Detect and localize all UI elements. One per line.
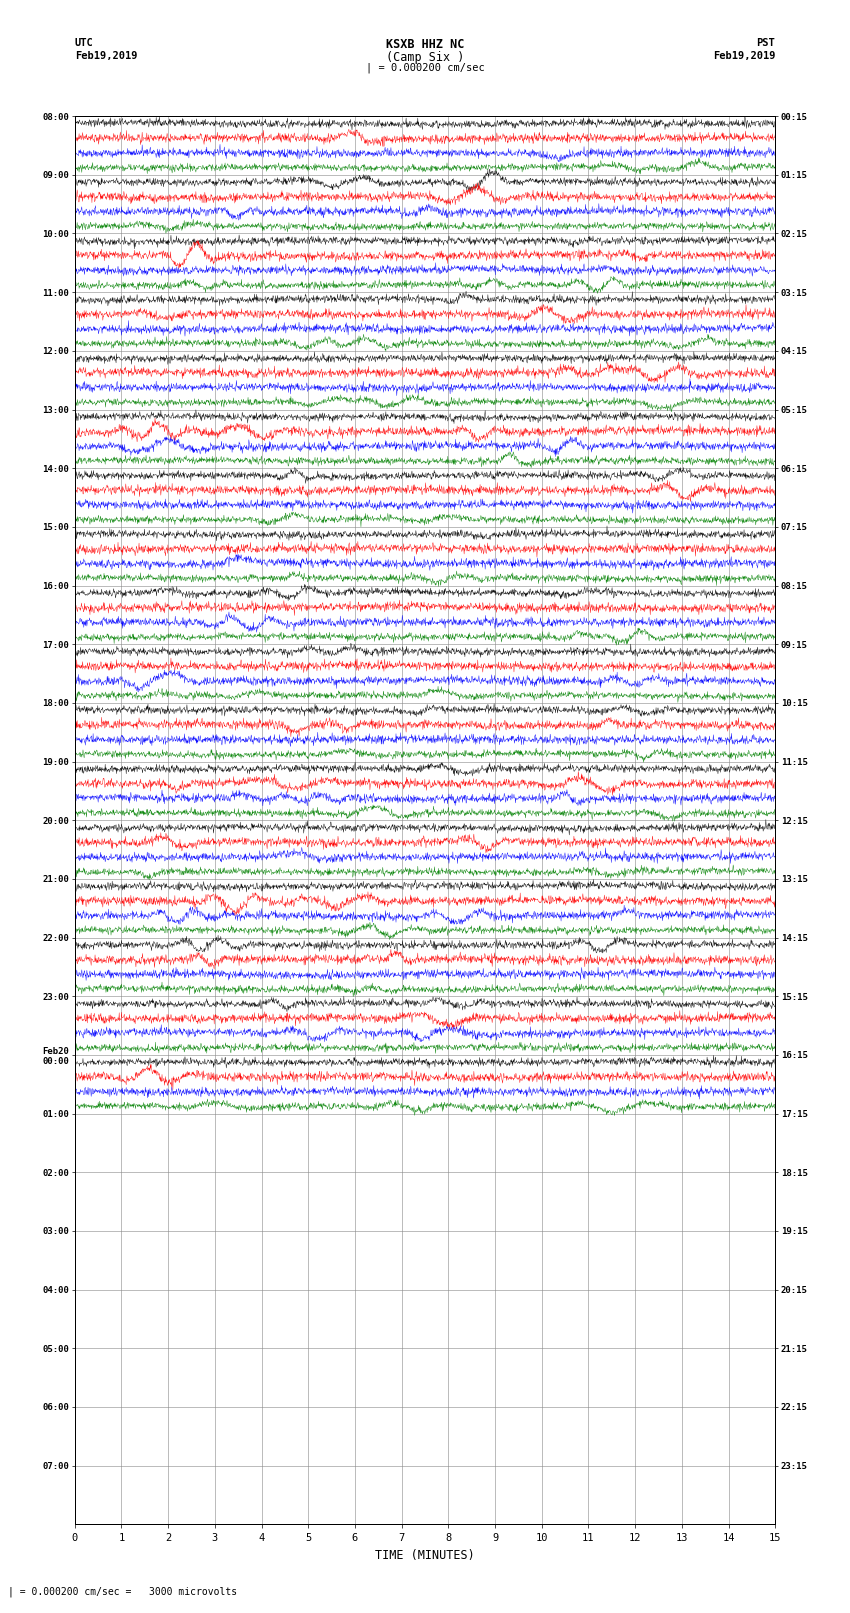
Text: Feb19,2019: Feb19,2019 [712,50,775,61]
Text: (Camp Six ): (Camp Six ) [386,50,464,65]
Text: | = 0.000200 cm/sec: | = 0.000200 cm/sec [366,63,484,74]
Text: UTC: UTC [75,37,94,48]
Text: Feb19,2019: Feb19,2019 [75,50,138,61]
Text: | = 0.000200 cm/sec =   3000 microvolts: | = 0.000200 cm/sec = 3000 microvolts [8,1586,238,1597]
Text: KSXB HHZ NC: KSXB HHZ NC [386,37,464,52]
Text: PST: PST [756,37,775,48]
X-axis label: TIME (MINUTES): TIME (MINUTES) [375,1548,475,1561]
